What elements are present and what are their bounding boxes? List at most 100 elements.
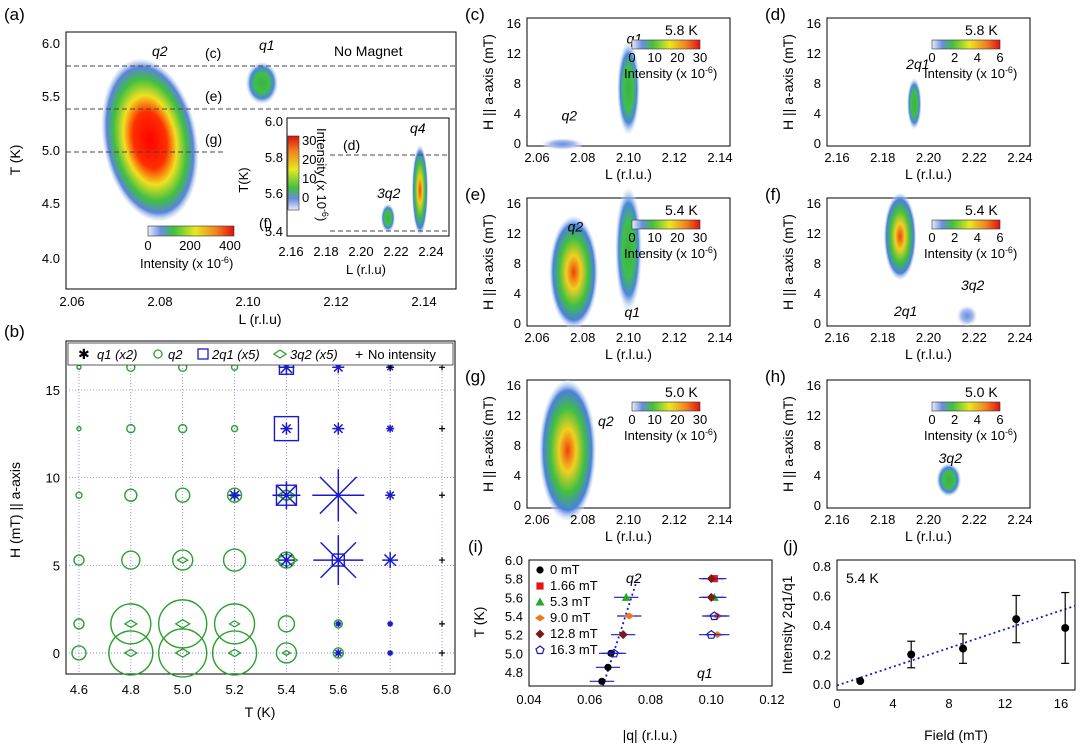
panel-g-ytick: 0 <box>514 498 521 513</box>
panel-i-xticks: 0.04 0.06 0.08 0.10 0.12 <box>516 692 784 707</box>
b-xtick: 4.6 <box>70 682 88 697</box>
panel-d-ytick: 4 <box>814 106 821 121</box>
i-ytick: 5.4 <box>505 609 523 624</box>
i-xtick: 0.04 <box>516 692 541 707</box>
panel-f-ytick: 12 <box>807 226 821 241</box>
b-q2-mark <box>174 487 191 503</box>
b-2q1-mark <box>273 415 300 442</box>
panel-f-peak-label: 3q2 <box>961 277 985 293</box>
b-q2-mark <box>76 364 82 370</box>
i-ylabel: T (K) <box>471 607 487 638</box>
panel-c-ytick: 8 <box>514 76 521 91</box>
inset-cb-tick-10: 10 <box>302 171 316 186</box>
inset-cb-tick-30: 30 <box>302 133 316 148</box>
panel-f-peak-blob <box>956 305 978 327</box>
b-q1-mark <box>278 552 295 569</box>
inset-xtick-2: 2.20 <box>348 244 373 259</box>
panel-d-xlabel: L (r.l.u.) <box>905 166 952 182</box>
panel-e-xtick: 2.08 <box>570 330 595 345</box>
panel-c-peak-blob <box>617 42 640 135</box>
panel-c-label: (c) <box>465 5 485 24</box>
j-xtick: 0 <box>833 696 840 711</box>
panel-h-xtick: 2.16 <box>824 512 849 527</box>
panel-e-cb-label: Intensity (x 10-6) <box>624 245 717 261</box>
j-xtick: 12 <box>998 696 1012 711</box>
b-none-mark <box>439 649 446 656</box>
panel-h-ytick: 16 <box>807 378 821 393</box>
j-ytick: 0.4 <box>813 618 831 633</box>
panel-c-xtick: 2.06 <box>524 150 549 165</box>
panel-d-frame <box>826 17 1031 147</box>
a-ylabel: T (K) <box>7 145 23 176</box>
i-data-point <box>621 592 631 601</box>
b-legend-entries: ✱ q1 (x2) q2 2q1 (x5) 3q2 (x5) + No inte… <box>78 346 436 362</box>
a-ytick-2: 5.0 <box>42 143 60 158</box>
i-legend-entry: 16.3 mT <box>550 642 598 657</box>
inset-ylabel: T(K) <box>236 167 251 192</box>
a-ytick-1: 4.5 <box>42 196 60 211</box>
panel-f-xlabel: L (r.l.u.) <box>905 346 952 362</box>
panel-g-temperature: 5.0 K <box>665 384 698 400</box>
j-data-point <box>1061 623 1070 632</box>
b-q2-mark <box>157 628 208 678</box>
b-xtick: 6.0 <box>433 682 451 697</box>
panel-h-cb-tick: 0 <box>928 412 935 427</box>
panel-j-frame <box>836 559 1076 691</box>
panel-g-xtick: 2.08 <box>570 512 595 527</box>
inset-xtick-4: 2.24 <box>418 244 443 259</box>
panel-f-frame <box>826 197 1031 327</box>
panel-j-yticks: 0.0 0.2 0.4 0.6 0.8 <box>813 559 831 692</box>
panel-d-label: (d) <box>765 5 786 24</box>
panel-f-ylabel: H || a-axis (mT) <box>780 214 796 310</box>
b-q1-mark <box>335 620 342 627</box>
panel-f-xtick: 2.24 <box>1007 330 1032 345</box>
panel-e-xtick: 2.10 <box>616 330 641 345</box>
panel-b-legend <box>67 342 454 366</box>
panel-a-frame <box>65 31 457 290</box>
panel-f-cb-tick: 0 <box>928 230 935 245</box>
a-ytick-0: 4.0 <box>42 251 60 266</box>
b-ytick: 0 <box>53 646 60 661</box>
panel-c-ytick: 12 <box>507 46 521 61</box>
legend-none-marker: + <box>355 346 363 362</box>
b-q1-mark <box>386 424 395 433</box>
panel-g-peak-blob <box>539 380 597 521</box>
a-cb-tick-0: 0 <box>144 238 151 253</box>
b-q2-mark <box>157 599 208 649</box>
b-q1-mark <box>312 469 365 522</box>
j-data-point <box>907 650 916 659</box>
panel-e-cb-tick: 20 <box>670 230 684 245</box>
b-ylabel: H (mT) || a-axis <box>7 462 23 558</box>
panel-g-colorbar <box>631 401 701 412</box>
panel-c-cb-tick: 20 <box>670 50 684 65</box>
panel-g-cb-tick: 0 <box>628 412 635 427</box>
b-q2-mark <box>73 554 85 566</box>
b-q2-mark <box>110 603 152 645</box>
i-xtick: 0.12 <box>759 692 784 707</box>
i-data-point <box>706 592 716 602</box>
panel-f-cb-tick: 6 <box>996 230 1003 245</box>
panel-b-xticks: 4.6 4.8 5.0 5.2 5.4 5.6 5.8 6.0 <box>70 682 451 697</box>
panel-e-xtick: 2.06 <box>524 330 549 345</box>
b-ytick: 10 <box>46 471 60 486</box>
b-q2-mark <box>121 550 141 570</box>
j-xlabel: Field (mT) <box>924 727 988 743</box>
i-legend-entry: 5.3 mT <box>550 594 591 609</box>
panel-c-cb-label: Intensity (x 10-6) <box>624 65 717 81</box>
i-data-point <box>706 629 716 639</box>
a-xtick-1: 2.08 <box>147 294 172 309</box>
panel-c-cb-tick: 30 <box>693 50 707 65</box>
panel-d-xtick: 2.22 <box>962 150 987 165</box>
panel-d-peak-label: 2q1 <box>905 56 929 72</box>
legend-q1: q1 (x2) <box>97 347 137 362</box>
panel-c-colorbar <box>631 39 701 50</box>
i-legend-marker <box>536 582 544 590</box>
a-ytick-3: 5.5 <box>42 89 60 104</box>
i-data-point <box>609 648 619 658</box>
b-3q2-mark <box>123 648 139 658</box>
a-xtick-3: 2.12 <box>323 294 348 309</box>
b-xtick: 5.6 <box>329 682 347 697</box>
